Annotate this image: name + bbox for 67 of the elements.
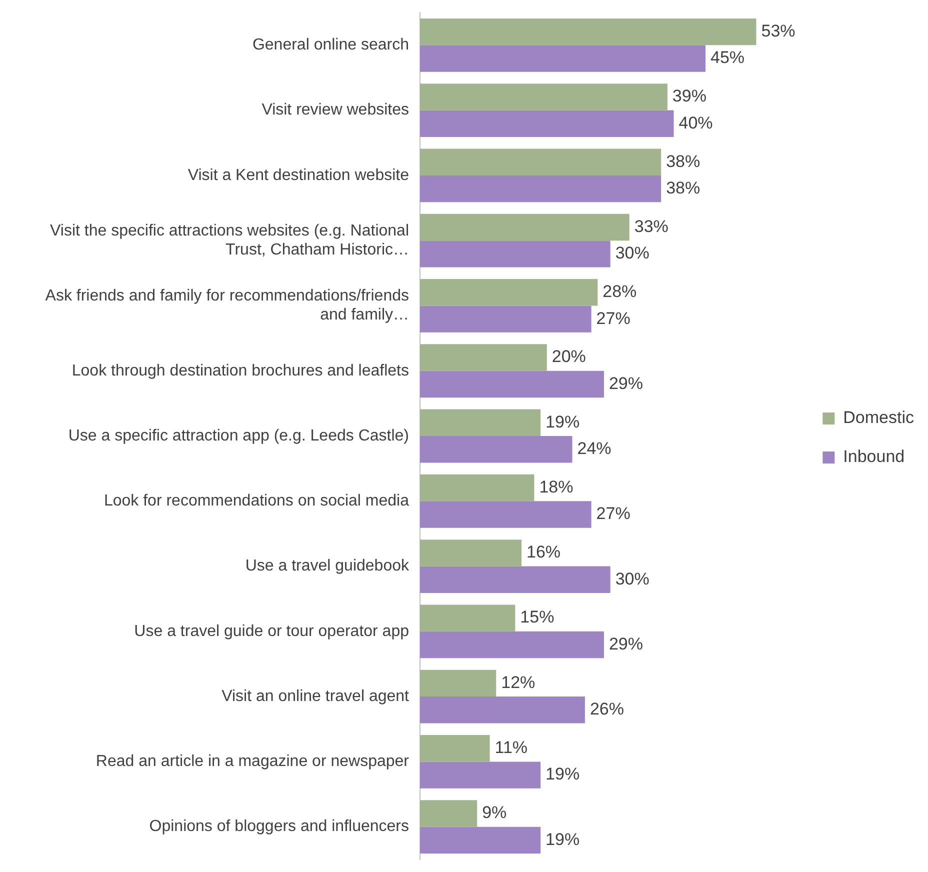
data-label: 19% (546, 830, 580, 849)
data-label: 15% (520, 608, 554, 627)
bar (420, 110, 674, 138)
data-label: 20% (552, 347, 586, 366)
data-label: 33% (634, 216, 668, 236)
data-label: 40% (678, 113, 713, 132)
y-tick-label: Use a specific attraction app (e.g. Leeds Castle) (68, 427, 409, 444)
bar (420, 566, 610, 593)
y-tick-label: Visit the specific attractions websites (e.g. National Trust, Chatham Historic… (50, 222, 409, 259)
data-label: 11% (494, 738, 528, 758)
bar (420, 800, 478, 827)
data-label: 9% (482, 803, 507, 822)
y-tick-label: Opinions of bloggers and influencers (149, 818, 409, 836)
data-label: 19% (546, 412, 580, 432)
bar (420, 214, 630, 241)
data-label: 30% (615, 244, 650, 263)
data-label: 38% (666, 178, 700, 198)
y-tick-label: Visit review websites (262, 102, 409, 119)
data-label: 26% (590, 700, 624, 719)
bar (420, 175, 662, 202)
bar (420, 501, 592, 528)
data-label: 38% (666, 152, 700, 171)
bar (420, 540, 522, 566)
bar (420, 344, 547, 371)
bar (420, 826, 541, 854)
bar (420, 670, 496, 697)
data-label: 16% (526, 542, 561, 562)
y-tick-label: Ask friends and family for recommendations/friends and family… (45, 288, 409, 324)
bar (420, 148, 662, 176)
bar (420, 409, 541, 436)
data-label: 53% (761, 22, 796, 41)
bar (420, 696, 585, 724)
bar (420, 84, 668, 110)
bar (420, 474, 534, 502)
legend-label: Inbound (843, 447, 905, 466)
data-label: 12% (501, 672, 536, 692)
data-label: 39% (672, 86, 706, 106)
bar (420, 370, 604, 398)
y-tick-label: Use a travel guide or tour operator app (134, 622, 410, 640)
y-tick-label: Look for recommendations on social media (104, 492, 410, 510)
data-label: 27% (596, 308, 630, 328)
bar (420, 734, 490, 762)
data-label: 19% (546, 764, 580, 784)
data-label: 30% (615, 569, 650, 588)
bar (420, 45, 706, 72)
data-label: 29% (608, 374, 644, 393)
data-label: 28% (602, 282, 637, 302)
y-tick-label: Use a travel guidebook (245, 558, 410, 575)
y-tick-label: Read an article in a magazine or newspaper (96, 753, 410, 770)
bar (420, 436, 572, 463)
data-label: 18% (539, 477, 574, 496)
data-label: 29% (608, 634, 644, 654)
bar (420, 631, 604, 658)
y-tick-label: Visit an online travel agent (222, 688, 410, 705)
data-label: 45% (710, 48, 745, 68)
data-label: 27% (596, 504, 630, 524)
y-tick-label: General online search (252, 36, 409, 54)
bar (420, 240, 610, 268)
bar (420, 604, 516, 632)
data-label: 24% (577, 439, 612, 458)
bar (420, 762, 541, 788)
y-tick-label: Visit a Kent destination website (188, 166, 410, 184)
bar (420, 279, 598, 306)
bar (420, 306, 592, 332)
y-tick-label: Look through destination brochures and leaflets (72, 362, 409, 380)
bar (420, 18, 756, 46)
legend-label: Domestic (843, 408, 914, 428)
